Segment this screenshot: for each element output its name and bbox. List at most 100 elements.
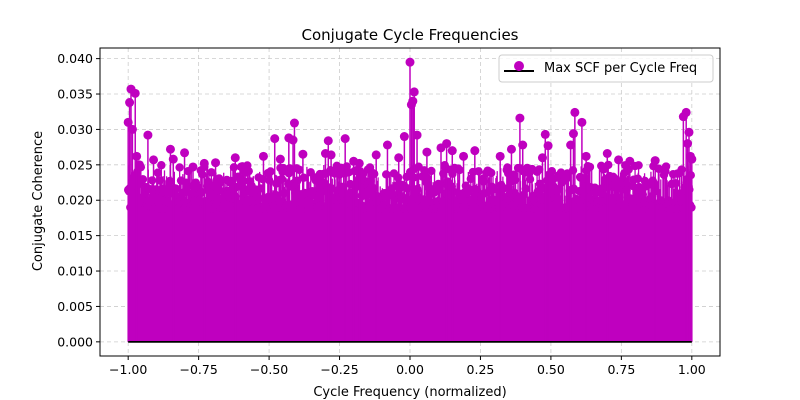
y-axis-label: Conjugate Coherence	[31, 131, 46, 271]
stem-marker	[459, 151, 469, 161]
axes-layer: −1.00 −0.75 −0.50 −0.25 0.00 0.25 0.50 0.75 1.00…	[57, 47, 721, 377]
stem-marker	[684, 127, 694, 137]
stem-marker	[554, 184, 564, 194]
x-tick-label: 0.75	[607, 362, 635, 377]
y-tick-label: 0.025	[57, 157, 93, 172]
stem-marker	[650, 156, 660, 166]
stem-marker	[515, 113, 525, 123]
stem-marker	[447, 146, 457, 156]
stem-marker	[634, 161, 643, 170]
stem-marker	[394, 153, 404, 163]
stem-marker	[585, 162, 595, 172]
stem-marker	[285, 164, 294, 173]
stem-marker	[661, 162, 671, 171]
stem-marker	[215, 178, 225, 188]
stem-marker	[479, 177, 488, 186]
legend: Max SCF per Cycle Freq	[498, 54, 714, 83]
y-tick-label: 0.020	[57, 193, 93, 208]
stem-marker	[518, 140, 528, 150]
stem-marker	[455, 165, 464, 175]
y-tick-label: 0.005	[57, 299, 93, 314]
stem-marker	[487, 168, 496, 178]
stem-marker	[266, 167, 275, 176]
stem-marker	[654, 164, 664, 174]
stem-marker	[399, 132, 409, 142]
stem-marker	[138, 175, 148, 184]
stem-marker	[264, 176, 274, 185]
stem-marker	[279, 163, 288, 173]
stem-marker	[288, 135, 298, 145]
stem-marker	[466, 174, 476, 184]
x-tick-label: −0.75	[179, 362, 217, 377]
stem-marker	[489, 184, 499, 194]
stem-marker	[547, 166, 557, 176]
stem-marker	[553, 195, 562, 204]
x-tick-label: 0.50	[537, 362, 565, 377]
stem-marker	[130, 88, 140, 98]
stem-marker	[198, 170, 207, 179]
stem-marker	[211, 158, 221, 168]
stem-marker	[570, 107, 580, 117]
stem-marker	[442, 139, 452, 149]
stem-marker	[370, 169, 379, 179]
stem-marker	[275, 154, 285, 164]
stem-marker	[358, 191, 367, 201]
stem-marker	[601, 203, 611, 213]
stem-marker	[405, 57, 415, 67]
x-tick-label: 0.00	[396, 362, 424, 377]
stem-marker	[687, 154, 697, 164]
stem-marker	[207, 168, 216, 177]
stem-marker	[602, 148, 612, 158]
stem-marker	[638, 190, 648, 199]
stem-marker	[323, 136, 333, 146]
stem-marker	[671, 179, 681, 188]
stem-marker	[614, 155, 624, 165]
stem-marker	[438, 204, 447, 213]
stem-marker	[577, 117, 587, 127]
stem-marker	[175, 163, 184, 172]
stem-marker	[327, 184, 337, 193]
stem-marker	[371, 150, 381, 160]
stem-marker	[540, 129, 550, 139]
stem-marker	[255, 194, 264, 203]
stem-marker	[235, 204, 244, 213]
y-tick-label: 0.035	[57, 87, 93, 102]
stem-marker	[157, 161, 166, 170]
stem-marker	[622, 186, 631, 195]
y-tick-label: 0.000	[57, 334, 93, 349]
stem-marker	[295, 165, 304, 175]
chart-title: Conjugate Cycle Frequencies	[301, 26, 518, 44]
y-tick-label: 0.010	[57, 264, 93, 279]
stem-marker	[422, 147, 432, 157]
stem-marker	[382, 170, 391, 179]
stem-marker	[633, 174, 643, 183]
stem-marker	[279, 188, 289, 198]
stem-marker	[525, 174, 535, 184]
stem-marker	[683, 139, 693, 149]
stem-marker	[258, 151, 268, 161]
x-tick-label: −0.25	[320, 362, 358, 377]
stem-marker	[155, 176, 165, 185]
stem-marker	[134, 160, 144, 170]
stem-marker	[340, 134, 350, 144]
legend-box	[498, 54, 714, 83]
stem-marker	[127, 124, 137, 134]
stem-marker	[226, 176, 236, 186]
stem-marker	[125, 98, 135, 108]
stem-layer	[123, 57, 697, 343]
stem-marker	[270, 134, 280, 144]
legend-label: Max SCF per Cycle Freq	[544, 61, 697, 76]
stem-marker	[681, 107, 691, 117]
stem-marker	[192, 203, 201, 213]
stem-marker	[165, 144, 175, 154]
x-tick-label: 0.25	[467, 362, 495, 377]
stem-marker	[521, 184, 530, 193]
stem-marker	[409, 87, 419, 97]
stem-marker	[229, 163, 239, 172]
y-tick-label: 0.040	[57, 51, 93, 66]
stem-marker	[293, 176, 302, 185]
stem-marker	[132, 151, 142, 161]
stem-marker	[568, 129, 578, 139]
